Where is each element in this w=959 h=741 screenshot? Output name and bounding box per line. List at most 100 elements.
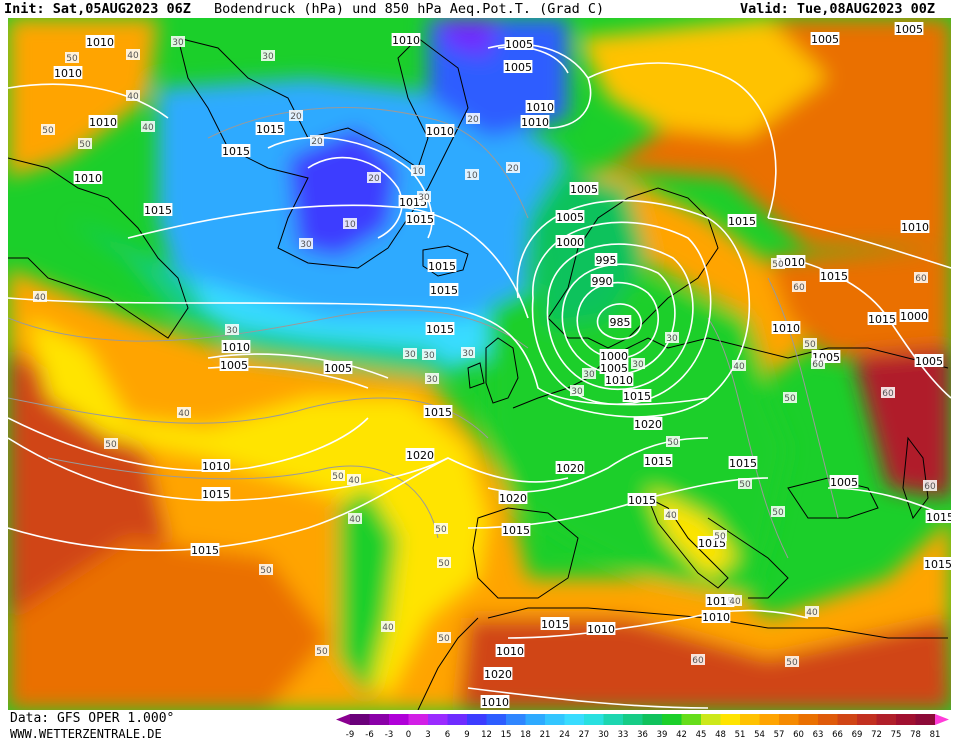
isobar-label: 1005 — [555, 210, 585, 224]
isobar-label-text: 1005 — [556, 211, 584, 224]
isobar-label-box — [810, 32, 840, 45]
legend-swatch — [408, 714, 428, 725]
isobar-label-text: 995 — [596, 254, 617, 267]
isobar-label: 1005 — [914, 354, 944, 368]
isobar-label-text: 1005 — [811, 33, 839, 46]
isobar-label: 985 — [608, 315, 632, 329]
isobar-label: 1015 — [867, 312, 897, 326]
isobar-label-text: 1010 — [605, 374, 633, 387]
legend-swatch — [642, 714, 662, 725]
isobar-label: 1005 — [569, 182, 599, 196]
isobar-label-box — [608, 315, 632, 328]
iceland-coast — [422, 245, 469, 277]
legend-swatch — [818, 714, 838, 725]
theta-label-text: 30 — [462, 349, 474, 359]
theta-label-text: 20 — [368, 174, 380, 184]
legend-tick-label: 45 — [696, 730, 707, 739]
isobar-label-box — [586, 622, 616, 635]
theta-label-text: 50 — [332, 472, 344, 482]
isobar-label-text: 1005 — [220, 359, 248, 372]
isobar-label: 1005 — [504, 37, 534, 51]
isobar-label-text: 1015 — [191, 544, 219, 557]
isobar-label-text: 1005 — [830, 476, 858, 489]
legend-swatch — [584, 714, 604, 725]
isobar-label-box — [85, 35, 115, 48]
legend-tick-label: 3 — [425, 730, 430, 739]
theta-label: 60 — [811, 358, 825, 370]
theta-label-box — [299, 238, 313, 249]
theta-label-box — [177, 407, 191, 418]
theta-label-text: 40 — [178, 409, 190, 419]
isobar-label-box — [819, 269, 849, 282]
legend-swatch — [798, 714, 818, 725]
theta-label-box — [331, 470, 345, 481]
isobar-label-text: 1010 — [74, 172, 102, 185]
isobar-label: 1005 — [503, 60, 533, 74]
theta-label-text: 50 — [438, 634, 450, 644]
theta-label: 50 — [437, 557, 451, 569]
theta-label-box — [881, 387, 895, 398]
legend-tick-label: 6 — [445, 730, 450, 739]
isobar-label: 1020 — [405, 448, 435, 462]
isobar-label: 1015 — [425, 322, 455, 336]
isobar-label-box — [143, 203, 173, 216]
isobar-label-text: 1020 — [556, 462, 584, 475]
theta-label-text: 30 — [632, 360, 644, 370]
theta-label: 50 — [785, 656, 799, 668]
theta-label-box — [785, 656, 799, 667]
theta-label: 40 — [177, 407, 191, 419]
theta-label: 30 — [582, 368, 596, 380]
isobar-label-box — [705, 594, 735, 607]
isobar-label-text: 1015 — [144, 204, 172, 217]
theta-label: 50 — [41, 124, 55, 136]
theta-label-text: 20 — [311, 137, 323, 147]
isobar-label-box — [599, 349, 629, 362]
theta-label-text: 30 — [423, 351, 435, 361]
theta-label-box — [126, 90, 140, 101]
isobar-label-box — [604, 373, 634, 386]
isobar-label-box — [900, 220, 930, 233]
legend-tick-label: 72 — [871, 730, 882, 739]
isobar-label-box — [643, 454, 673, 467]
isobar-label-box — [727, 214, 757, 227]
isobar-label: 1010 — [221, 340, 251, 354]
theta-label: 10 — [343, 218, 357, 230]
isobar-label-box — [701, 610, 731, 623]
theta-label: 50 — [666, 436, 680, 448]
theta-label: 60 — [691, 654, 705, 666]
theta-label-text: 30 — [666, 334, 678, 344]
theta-label: 50 — [783, 392, 797, 404]
isobar-label-text: 1010 — [772, 322, 800, 335]
isobar-label-text: 1015 — [541, 618, 569, 631]
theta-label-box — [417, 191, 431, 202]
theta-label: 20 — [466, 113, 480, 125]
isobar-label: 1010 — [425, 124, 455, 138]
legend-tick-label: 39 — [657, 730, 668, 739]
theta-label-text: 30 — [404, 350, 416, 360]
theta-label-box — [225, 324, 239, 335]
theta-label: 50 — [78, 138, 92, 150]
isobar-label-text: 1020 — [484, 668, 512, 681]
isobar-1015-central — [8, 297, 709, 406]
theta-label-text: 10 — [412, 167, 424, 177]
legend-swatch — [740, 714, 760, 725]
isobar-label: 1015 — [201, 487, 231, 501]
isobar-label: 1015 — [819, 269, 849, 283]
legend-swatch — [545, 714, 565, 725]
theta-label: 50 — [259, 564, 273, 576]
theta-label-text: 50 — [772, 508, 784, 518]
isobar-label: 1015 — [221, 144, 251, 158]
legend-tick-label: 18 — [520, 730, 531, 739]
legend-tick-label: 12 — [481, 730, 492, 739]
isobar-label: 1000 — [555, 235, 585, 249]
theta-label-text: 50 — [42, 126, 54, 136]
isobar-label: 1010 — [701, 610, 731, 624]
isobar-label: 1010 — [525, 100, 555, 114]
theta-label-text: 50 — [804, 340, 816, 350]
theta-label: 40 — [141, 121, 155, 133]
legend-tick-label: 0 — [406, 730, 411, 739]
isobar-label: 1010 — [85, 35, 115, 49]
theta-label-text: 40 — [142, 123, 154, 133]
theta-label-box — [805, 606, 819, 617]
field-cold-greenland — [288, 128, 398, 258]
